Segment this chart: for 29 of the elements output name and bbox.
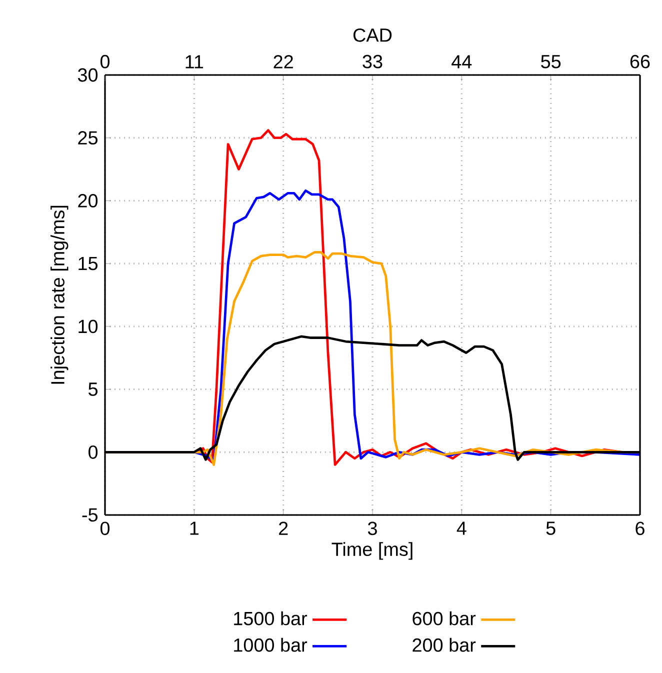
- y-tick-label: 0: [88, 445, 98, 459]
- y-tick-label: 20: [78, 194, 98, 208]
- x-tick-label: 4: [456, 522, 466, 535]
- x-tick-label: 2: [279, 522, 288, 535]
- x-tick-label: 6: [636, 522, 644, 536]
- y-axis-title: Injection rate [mg/ms]: [50, 206, 68, 384]
- y-tick-label: 25: [78, 131, 98, 145]
- y-tick-label: 5: [88, 382, 98, 396]
- x2-tick-label: 66: [630, 54, 650, 68]
- x2-tick-label: 22: [274, 55, 293, 68]
- y-tick-label: -5: [82, 508, 98, 522]
- legend-label: 600 bar: [412, 611, 476, 626]
- x2-axis-title: CAD: [353, 28, 392, 42]
- x-tick-label: 1: [190, 522, 198, 535]
- x-tick-label: 5: [546, 522, 556, 535]
- y-tick-label: 15: [78, 256, 98, 270]
- x2-tick-label: 55: [541, 55, 561, 68]
- x2-tick-label: 11: [186, 55, 204, 68]
- x2-tick-label: 44: [452, 55, 472, 68]
- y-tick-label: 10: [78, 320, 98, 334]
- x-tick-label: 0: [100, 522, 110, 536]
- legend-label: 200 bar: [412, 638, 476, 652]
- x2-tick-label: 0: [100, 54, 110, 68]
- legend-label: 1000 bar: [234, 638, 308, 652]
- x-axis-title: Time [ms]: [332, 542, 412, 560]
- y-tick-label: 30: [78, 68, 98, 82]
- x-tick-label: 3: [368, 522, 377, 536]
- x2-tick-label: 33: [362, 54, 382, 68]
- legend-label: 1500 bar: [234, 611, 308, 626]
